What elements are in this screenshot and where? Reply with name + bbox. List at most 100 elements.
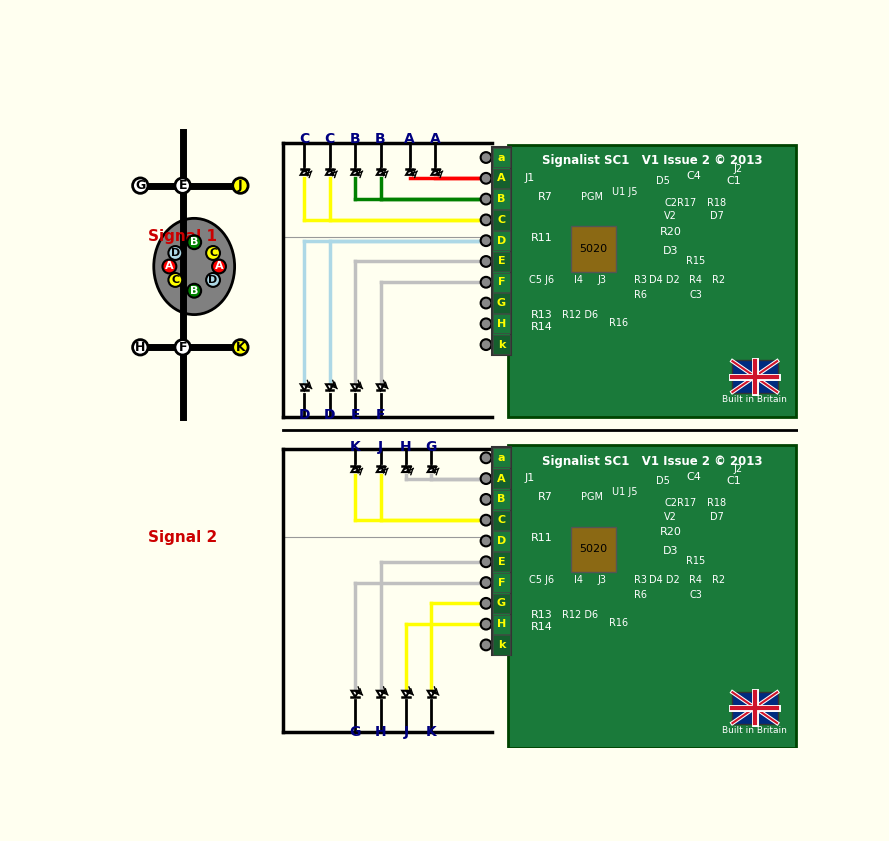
Text: C3: C3: [689, 290, 702, 300]
Text: E: E: [350, 408, 360, 422]
Text: D: D: [299, 408, 310, 422]
Text: C2: C2: [664, 498, 677, 508]
Polygon shape: [351, 384, 359, 390]
Text: Signalist SC1   V1 Issue 2 © 2013: Signalist SC1 V1 Issue 2 © 2013: [542, 155, 763, 167]
Text: B: B: [497, 194, 506, 204]
Text: G: G: [497, 298, 506, 308]
Circle shape: [168, 273, 182, 287]
Text: E: E: [498, 557, 505, 567]
Text: A: A: [404, 132, 415, 146]
FancyBboxPatch shape: [493, 448, 510, 468]
Ellipse shape: [154, 219, 235, 315]
Text: a: a: [498, 452, 505, 463]
Text: R18: R18: [708, 198, 726, 208]
Polygon shape: [428, 466, 435, 472]
Text: C4: C4: [686, 172, 701, 182]
Text: R7: R7: [538, 493, 553, 502]
Text: J3: J3: [597, 575, 606, 584]
Text: J1: J1: [525, 473, 535, 484]
Polygon shape: [300, 384, 308, 390]
Polygon shape: [406, 169, 413, 175]
Text: R12 D6: R12 D6: [562, 611, 598, 621]
FancyBboxPatch shape: [493, 148, 510, 167]
FancyBboxPatch shape: [493, 210, 510, 230]
Text: R12 D6: R12 D6: [562, 310, 598, 320]
Circle shape: [481, 598, 492, 609]
Text: H: H: [497, 319, 506, 329]
Text: K: K: [349, 441, 361, 454]
Polygon shape: [326, 169, 333, 175]
Text: k: k: [498, 340, 505, 350]
FancyBboxPatch shape: [493, 231, 510, 251]
Text: R17: R17: [677, 198, 696, 208]
Text: C1: C1: [726, 476, 741, 486]
Text: R11: R11: [531, 533, 552, 543]
Text: Signalist SC1   V1 Issue 2 © 2013: Signalist SC1 V1 Issue 2 © 2013: [542, 455, 763, 468]
Text: D: D: [497, 235, 506, 246]
FancyBboxPatch shape: [493, 169, 510, 188]
Text: R20: R20: [660, 227, 682, 237]
Text: D4 D2: D4 D2: [649, 274, 680, 284]
Text: PGM: PGM: [581, 493, 603, 502]
Text: H: H: [375, 725, 387, 739]
Text: F: F: [179, 341, 187, 354]
Text: B: B: [349, 132, 360, 146]
Polygon shape: [428, 690, 435, 697]
Text: V2: V2: [664, 511, 677, 521]
Text: R17: R17: [677, 498, 696, 508]
Polygon shape: [326, 384, 333, 390]
FancyBboxPatch shape: [509, 445, 797, 748]
Text: K: K: [236, 341, 245, 354]
Circle shape: [481, 577, 492, 588]
FancyBboxPatch shape: [493, 573, 510, 592]
Text: I4: I4: [574, 575, 583, 584]
Text: R7: R7: [538, 193, 553, 202]
Text: C4: C4: [686, 472, 701, 482]
Text: C1: C1: [726, 176, 741, 186]
FancyBboxPatch shape: [493, 189, 510, 209]
Text: D: D: [171, 248, 180, 258]
Circle shape: [163, 260, 176, 273]
Text: E: E: [179, 179, 187, 192]
Text: a: a: [498, 152, 505, 162]
Circle shape: [175, 178, 190, 193]
FancyBboxPatch shape: [493, 594, 510, 613]
Circle shape: [212, 260, 226, 273]
Text: R2: R2: [712, 274, 725, 284]
Text: J2: J2: [733, 464, 742, 474]
FancyBboxPatch shape: [732, 691, 778, 724]
FancyBboxPatch shape: [509, 145, 797, 417]
Circle shape: [481, 619, 492, 630]
Text: k: k: [498, 640, 505, 650]
Circle shape: [168, 246, 182, 260]
Text: D7: D7: [710, 211, 724, 221]
Text: C: C: [497, 516, 506, 525]
Circle shape: [233, 178, 248, 193]
Text: U1 J5: U1 J5: [612, 187, 637, 197]
FancyBboxPatch shape: [493, 469, 510, 489]
Text: R15: R15: [685, 256, 705, 266]
FancyBboxPatch shape: [571, 226, 616, 272]
Circle shape: [132, 178, 148, 193]
Circle shape: [481, 173, 492, 183]
Text: C5 J6: C5 J6: [529, 575, 554, 584]
Polygon shape: [377, 466, 384, 472]
Text: R4: R4: [689, 274, 702, 284]
Text: J1: J1: [525, 173, 535, 183]
FancyBboxPatch shape: [571, 526, 616, 572]
Text: R6: R6: [634, 590, 646, 600]
Text: C: C: [300, 132, 309, 146]
Text: R13: R13: [531, 611, 552, 621]
Circle shape: [188, 235, 201, 249]
Text: D4 D2: D4 D2: [649, 575, 680, 584]
FancyBboxPatch shape: [493, 335, 510, 354]
Polygon shape: [402, 690, 410, 697]
FancyBboxPatch shape: [493, 272, 510, 292]
Text: G: G: [349, 725, 361, 739]
Text: D: D: [497, 536, 506, 546]
Text: I4: I4: [574, 274, 583, 284]
Text: J: J: [238, 179, 243, 192]
Text: A: A: [430, 132, 441, 146]
Text: D: D: [208, 275, 218, 285]
Circle shape: [233, 340, 248, 355]
